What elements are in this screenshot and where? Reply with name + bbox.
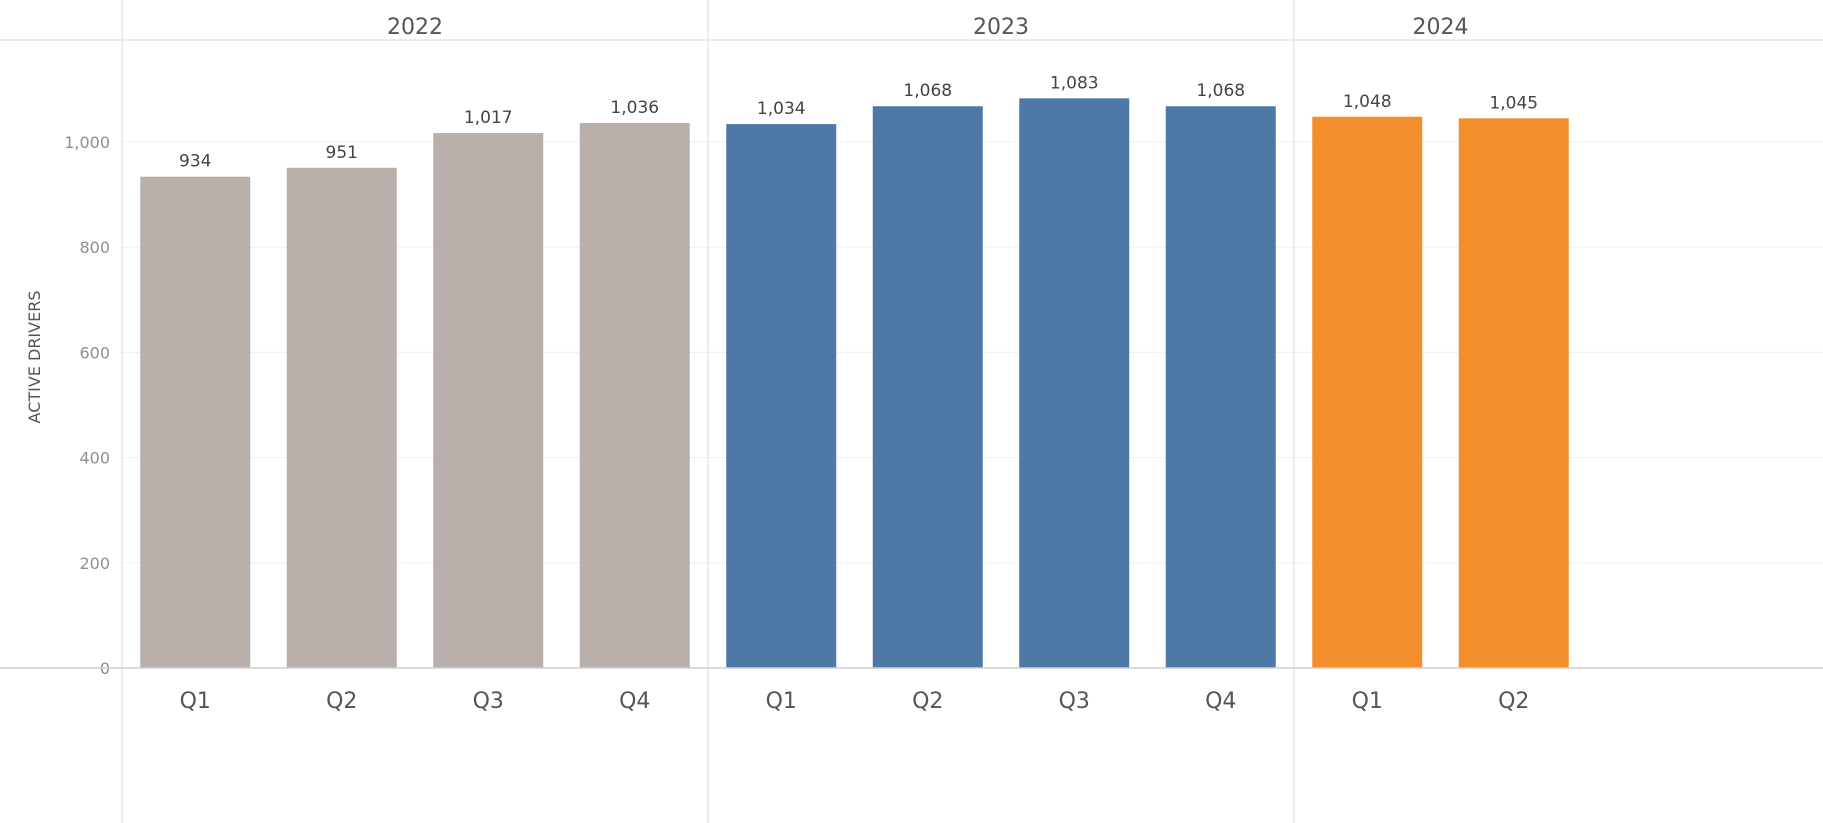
bar-2023-q3 bbox=[1019, 98, 1130, 669]
x-tick-label: Q2 bbox=[326, 689, 357, 714]
year-header-label: 2022 bbox=[387, 15, 443, 40]
x-tick-label: Q1 bbox=[180, 689, 211, 714]
y-tick-label: 800 bbox=[79, 238, 110, 257]
data-label: 1,048 bbox=[1343, 92, 1392, 112]
data-label: 1,034 bbox=[757, 99, 806, 119]
y-tick-label: 200 bbox=[79, 554, 110, 573]
bar-2022-q2 bbox=[286, 167, 397, 669]
data-label: 1,036 bbox=[610, 98, 659, 118]
year-header-label: 2023 bbox=[973, 15, 1029, 40]
data-label: 1,068 bbox=[903, 81, 952, 101]
x-tick-label: Q2 bbox=[912, 689, 943, 714]
data-label: 1,083 bbox=[1050, 73, 1099, 93]
data-label: 1,045 bbox=[1489, 93, 1538, 113]
data-label: 934 bbox=[179, 152, 211, 172]
bar-2023-q4 bbox=[1165, 106, 1276, 669]
y-tick-label: 1,000 bbox=[64, 133, 110, 152]
x-tick-label: Q3 bbox=[1059, 689, 1090, 714]
bar-2024-q2 bbox=[1458, 118, 1569, 668]
x-tick-label: Q1 bbox=[766, 689, 797, 714]
bar-2022-q4 bbox=[579, 123, 690, 668]
bar-2022-q3 bbox=[433, 133, 544, 669]
data-label: 1,017 bbox=[464, 108, 513, 128]
bar-2023-q1 bbox=[726, 124, 837, 669]
y-axis-title: ACTIVE DRIVERS bbox=[25, 291, 44, 424]
bar-2022-q1 bbox=[140, 176, 251, 668]
y-tick-label: 600 bbox=[79, 343, 110, 362]
x-tick-label: Q2 bbox=[1498, 689, 1529, 714]
x-tick-label: Q1 bbox=[1352, 689, 1383, 714]
bar-2023-q2 bbox=[872, 106, 983, 669]
x-tick-label: Q4 bbox=[619, 689, 650, 714]
data-label: 1,068 bbox=[1196, 81, 1245, 101]
x-tick-label: Q3 bbox=[473, 689, 504, 714]
year-header-label: 2024 bbox=[1413, 15, 1469, 40]
data-label: 951 bbox=[326, 143, 358, 163]
x-tick-label: Q4 bbox=[1205, 689, 1236, 714]
bar-2024-q1 bbox=[1312, 116, 1423, 668]
y-tick-label: 400 bbox=[79, 449, 110, 468]
